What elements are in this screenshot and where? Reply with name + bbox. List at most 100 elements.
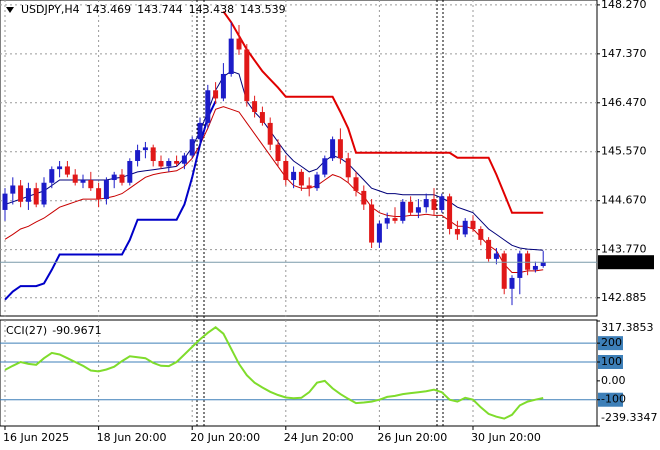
candle-body — [408, 201, 414, 213]
candle-body — [298, 171, 304, 186]
candle-body — [470, 220, 476, 229]
candle-body — [189, 139, 195, 156]
symbol: USDJPY,H4 — [21, 3, 80, 16]
y-tick-label: 145.570 — [601, 145, 647, 158]
candle-body — [236, 38, 242, 50]
candle-body — [322, 158, 328, 175]
candle-body — [127, 160, 133, 183]
candle-body — [25, 188, 31, 202]
candle-body — [64, 166, 70, 175]
candle-body — [306, 185, 312, 189]
x-tick-label: 16 Jun 2025 — [3, 431, 69, 444]
candle-body — [275, 144, 281, 161]
indicator-line — [4, 326, 544, 420]
close-value: 143.539 — [240, 3, 286, 16]
candle-body — [166, 160, 172, 167]
candle-body — [447, 196, 453, 229]
candle-body — [330, 139, 336, 159]
x-tick-label: 18 Jun 20:00 — [97, 431, 167, 444]
candle-body — [454, 228, 460, 235]
candle-body — [392, 218, 398, 221]
indicator-line — [4, 70, 544, 251]
candle-body — [72, 174, 78, 183]
candle-body — [158, 160, 164, 167]
y-tick-label: 147.370 — [601, 47, 647, 60]
indicator-line — [4, 100, 217, 301]
candle-body — [119, 174, 125, 183]
candle-body — [345, 158, 351, 178]
candle-body — [384, 218, 390, 224]
menu-arrow — [6, 6, 14, 13]
candle-body — [415, 207, 421, 213]
candle-body — [174, 160, 180, 164]
candle-body — [439, 196, 445, 210]
y-tick-label: 148.270 — [601, 0, 647, 11]
candle-body — [18, 185, 24, 202]
y-tick-label: 143.770 — [601, 243, 647, 256]
candle-body — [213, 90, 219, 99]
candle-body — [353, 177, 359, 191]
candle-body — [135, 150, 141, 161]
candle-body — [220, 73, 226, 99]
candle-body — [80, 180, 86, 183]
candle-body — [111, 174, 117, 181]
candle-body — [96, 188, 102, 200]
candle-body — [228, 38, 234, 74]
candle-body — [431, 199, 437, 210]
candle-body — [244, 49, 250, 102]
candle-body — [400, 201, 406, 221]
x-tick-label: 24 Jun 20:00 — [284, 431, 354, 444]
low-value: 143.438 — [188, 3, 235, 16]
price-label-box — [598, 255, 654, 270]
candle-body — [532, 265, 538, 270]
cci-value: -90.9671 — [52, 324, 102, 337]
candle-body — [361, 190, 367, 205]
candle-body — [486, 239, 492, 259]
y-tick-label: 200 — [601, 336, 622, 349]
candle-body — [252, 101, 258, 113]
indicator-line — [222, 10, 544, 214]
candle-body — [33, 188, 39, 205]
candle-body — [517, 253, 523, 278]
level-box — [598, 336, 623, 351]
level-box — [598, 354, 623, 369]
header: USDJPY,H4 143.469 143.744 143.438 143.53… — [6, 3, 286, 16]
open-value: 143.469 — [85, 3, 132, 16]
candle-body — [88, 180, 94, 189]
candle-body — [369, 204, 375, 243]
candle-body — [205, 90, 211, 123]
y-tick-label: -239.3347 — [601, 411, 657, 424]
candle-body — [181, 155, 187, 164]
candle-body — [478, 228, 484, 240]
candle-body — [525, 253, 531, 270]
candle-body — [57, 166, 63, 170]
cci-panel — [0, 319, 598, 427]
candle-body — [493, 253, 499, 259]
candle-body — [267, 122, 273, 145]
level-box — [598, 392, 623, 407]
high-value: 143.744 — [137, 3, 183, 16]
cci-header: CCI(27) -90.9671 — [6, 324, 102, 337]
candle-body — [103, 180, 109, 200]
main-panel — [0, 0, 598, 317]
y-tick-label: -100 — [601, 393, 626, 406]
candle-body — [259, 112, 265, 123]
candle-body — [376, 223, 382, 243]
candle-body — [291, 171, 297, 181]
candle-body — [509, 277, 515, 289]
y-tick-label: 142.885 — [601, 291, 647, 304]
candle-body — [501, 253, 507, 289]
candle-body — [2, 193, 8, 210]
y-tick-label: 0.00 — [601, 374, 626, 387]
candle-body — [49, 169, 55, 183]
candle-body — [337, 139, 343, 159]
x-tick-label: 30 Jun 20:00 — [471, 431, 541, 444]
x-tick-label: 26 Jun 20:00 — [377, 431, 447, 444]
x-tick-label: 20 Jun 20:00 — [190, 431, 260, 444]
candle-body — [150, 147, 156, 161]
candle-body — [540, 262, 546, 267]
candle-body — [423, 199, 429, 208]
